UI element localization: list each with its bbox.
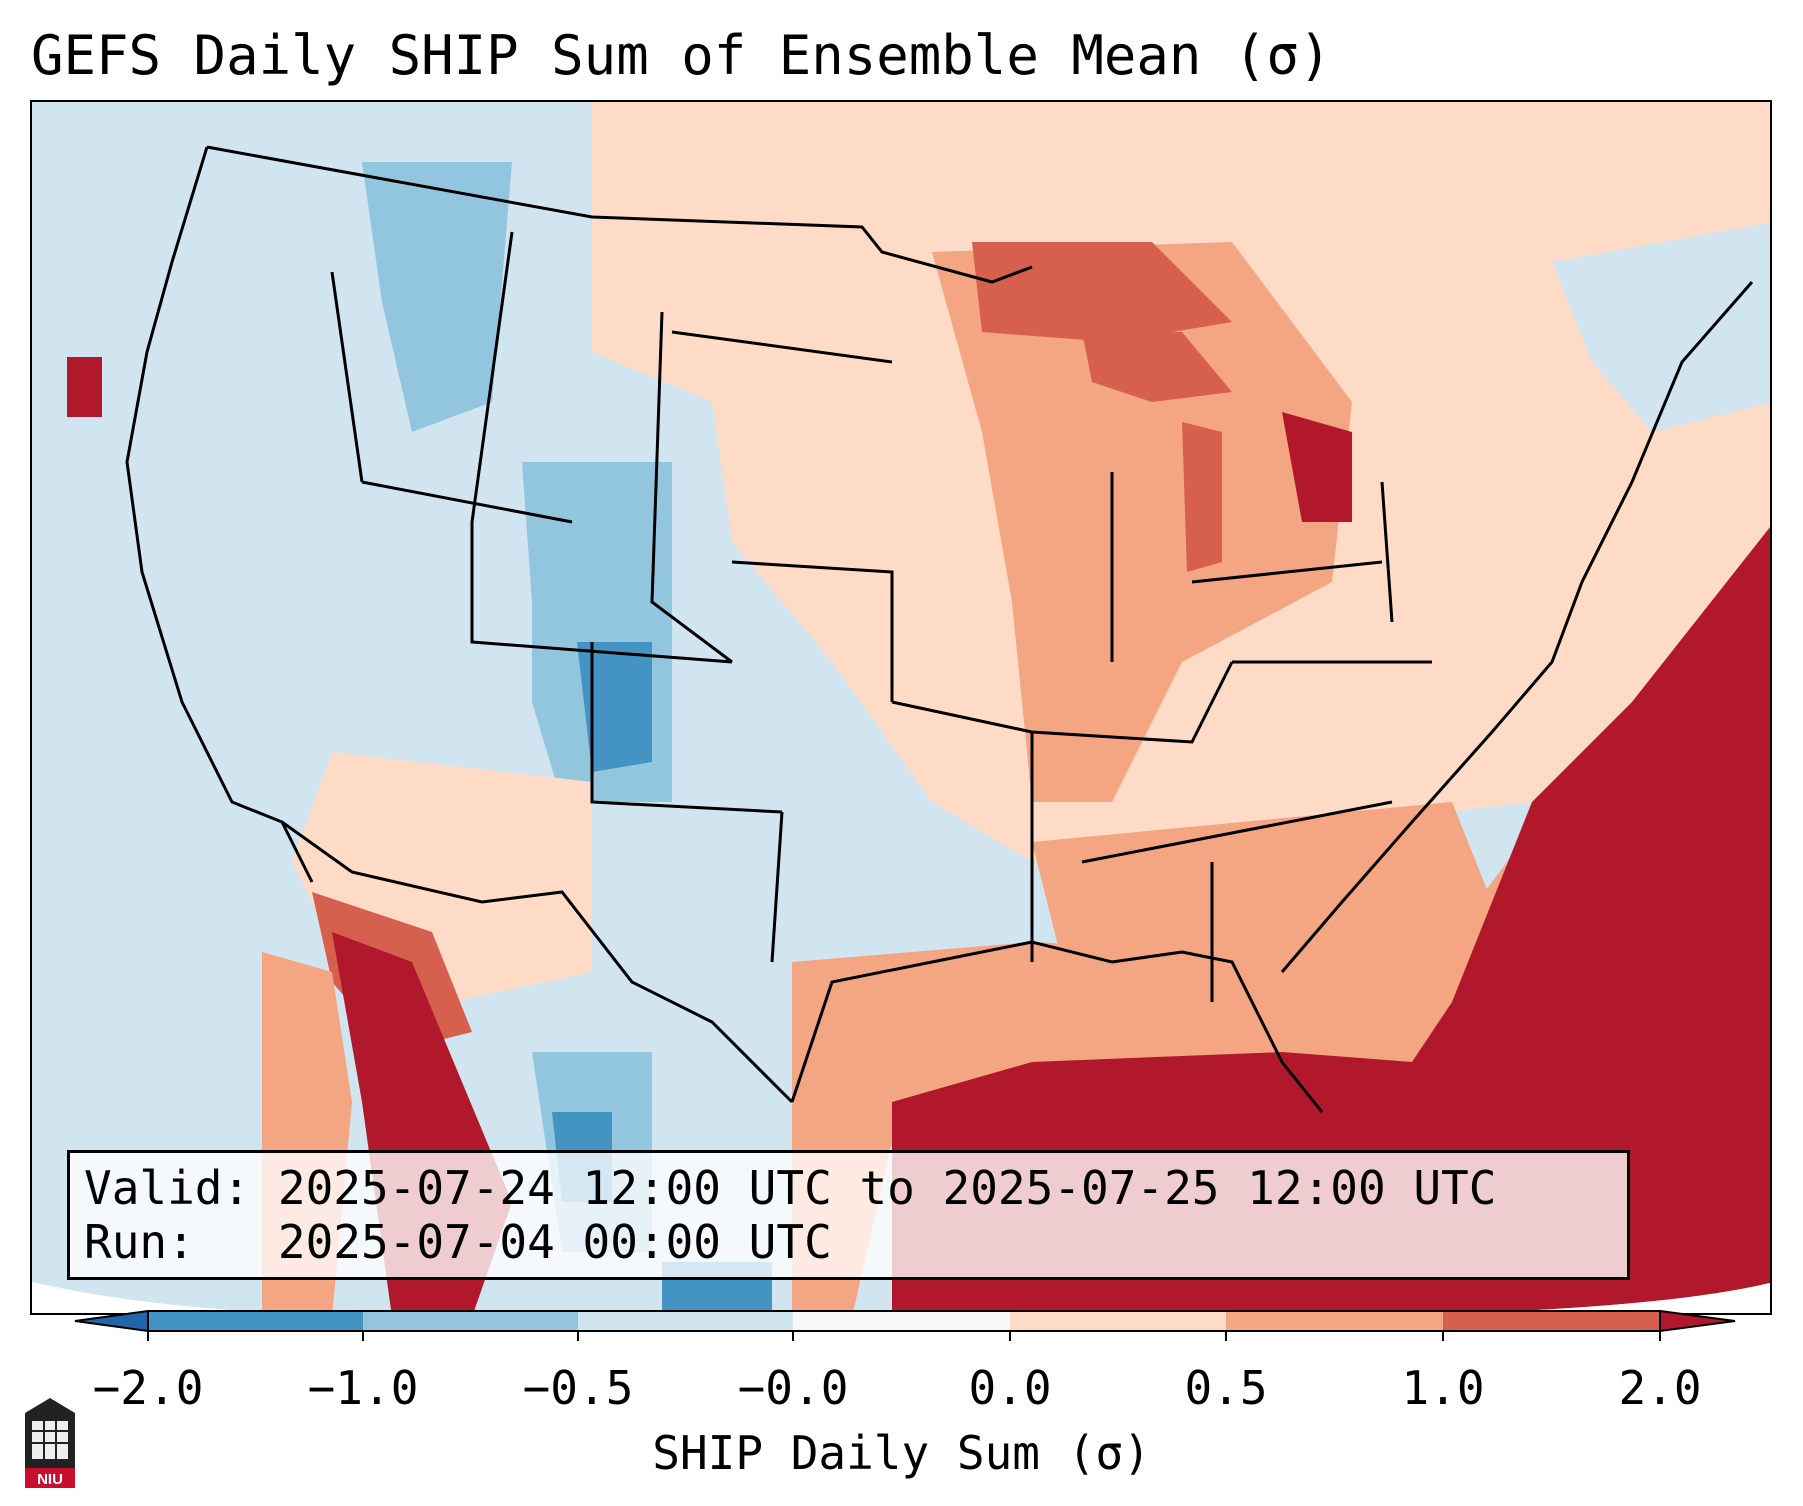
colorbar-tick-label: 1.0 — [1401, 1361, 1485, 1415]
idaho-cool-field — [362, 162, 512, 432]
ontario-warm-field — [972, 242, 1232, 342]
interstate-borders — [330, 231, 1432, 1002]
west-coast-outline — [125, 146, 314, 883]
colorbar-tick-label: −0.5 — [522, 1361, 634, 1415]
ship-field-map — [32, 102, 1770, 1313]
projection-edge-right — [1472, 1282, 1770, 1313]
valid-label: Valid: — [84, 1161, 251, 1215]
atlantic-hot-field — [892, 522, 1770, 1313]
projection-edge-left — [32, 1282, 275, 1313]
political-boundaries — [125, 145, 1754, 1113]
us-canada-border — [206, 145, 1033, 284]
niu-logo-icon: NIU — [25, 1398, 75, 1488]
colorbar-tick-label: −1.0 — [307, 1361, 419, 1415]
colorbar-tick-label: −2.0 — [92, 1361, 204, 1415]
lake-superior-field — [1082, 332, 1232, 402]
atlantic-coast-outline — [1280, 281, 1754, 973]
wyoming-cool-field — [522, 462, 672, 602]
map-title: GEFS Daily SHIP Sum of Ensemble Mean (σ) — [31, 24, 1332, 87]
colorbar-tick-label: 0.5 — [1184, 1361, 1268, 1415]
colorbar-tick-label: 2.0 — [1618, 1361, 1702, 1415]
colorado-strong-cool-field — [577, 642, 652, 772]
colorbar-label: SHIP Daily Sum (σ) — [652, 1426, 1151, 1480]
logo-text: NIU — [37, 1471, 63, 1488]
gulf-coast-outline — [790, 940, 1324, 1113]
northeast-cool-field — [1552, 222, 1770, 432]
great-lakes-warm-field — [932, 242, 1352, 802]
run-time: 2025-07-04 00:00 UTC — [277, 1215, 832, 1269]
colorbar-tick-label: 0.0 — [968, 1361, 1052, 1415]
valid-run-info-box: Valid: 2025-07-24 12:00 UTC to 2025-07-2… — [67, 1150, 1630, 1280]
colorbar-tick-label: −0.0 — [737, 1361, 849, 1415]
lake-michigan-field — [1182, 422, 1222, 572]
map-panel — [30, 100, 1772, 1315]
lake-huron-field — [1282, 412, 1352, 522]
pacific-nw-hot-pocket — [67, 357, 102, 417]
us-mexico-border — [281, 820, 794, 1104]
southeast-warm-field — [1032, 802, 1532, 1062]
run-label: Run: — [84, 1215, 195, 1269]
valid-time-range: 2025-07-24 12:00 UTC to 2025-07-25 12:00… — [277, 1161, 1497, 1215]
